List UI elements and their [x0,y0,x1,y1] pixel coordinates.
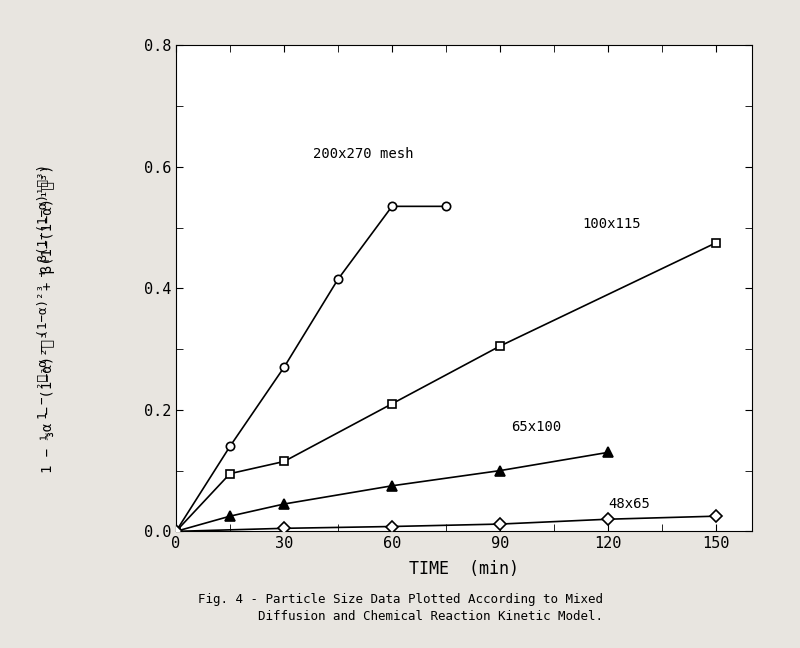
Text: 100x115: 100x115 [582,216,642,231]
Text: + β(1−(1−α)¹ᐟ³): + β(1−(1−α)¹ᐟ³) [41,164,55,290]
Text: 1 − ⅓α − (1−α)²ᐟ³: 1 − ⅓α − (1−α)²ᐟ³ [41,330,55,473]
Text: Fig. 4 - Particle Size Data Plotted According to Mixed: Fig. 4 - Particle Size Data Plotted Acco… [198,593,602,606]
Text: 65x100: 65x100 [511,420,561,434]
Text: Diffusion and Chemical Reaction Kinetic Model.: Diffusion and Chemical Reaction Kinetic … [198,610,602,623]
Text: 1 − ²⁄₃α − (1−α)²³ + β(1−(1−α)¹⁄³): 1 − ²⁄₃α − (1−α)²³ + β(1−(1−α)¹⁄³) [38,164,50,419]
Text: 48x65: 48x65 [608,497,650,511]
Text: 200x270 mesh: 200x270 mesh [313,146,414,161]
X-axis label: TIME  (min): TIME (min) [409,560,519,577]
